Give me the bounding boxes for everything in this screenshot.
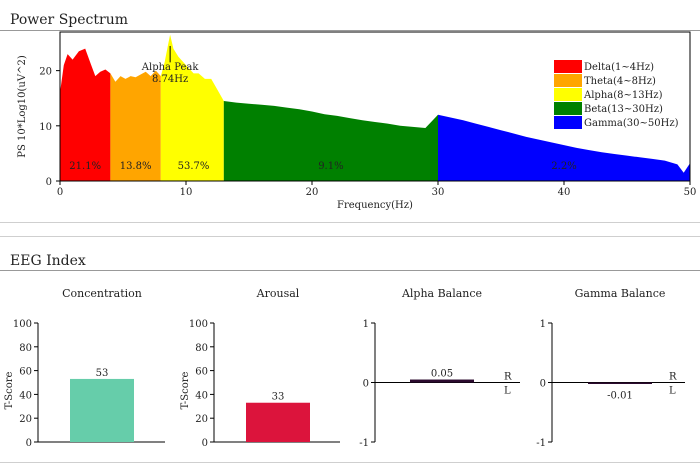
band-area-1 — [110, 70, 161, 181]
index-value-label: 53 — [96, 368, 109, 379]
alpha-balance-chart: Alpha Balance -1 0 1 0.05 RL — [359, 287, 520, 449]
index-title: Alpha Balance — [401, 287, 482, 300]
index-y-tick-label: 0 — [202, 438, 208, 449]
spectrum-band-fills — [60, 34, 690, 181]
x-tick-label: 30 — [432, 187, 445, 198]
index-y-tick-label: 80 — [195, 343, 208, 354]
index-y-tick-label: 40 — [19, 390, 32, 401]
band-percent: 9.1% — [318, 161, 343, 172]
y-tick-label: 0 — [46, 177, 52, 188]
legend-swatch — [554, 116, 582, 129]
legend-label: Gamma(30~50Hz) — [584, 118, 679, 129]
band-area-4 — [438, 114, 690, 181]
x-tick-label: 20 — [306, 187, 319, 198]
band-percent: 53.7% — [178, 161, 210, 172]
index-title: Gamma Balance — [575, 287, 666, 300]
index-y-tick-label: 0 — [26, 438, 32, 449]
y-tick-label: 10 — [39, 122, 52, 133]
index-title: Arousal — [256, 287, 300, 300]
index-value-label: 33 — [272, 392, 285, 403]
x-tick-label: 0 — [57, 187, 63, 198]
side-label-right: R — [669, 372, 677, 383]
legend-swatch — [554, 102, 582, 115]
index-y-tick-label: -1 — [359, 438, 369, 449]
concentration-chart: Concentration 0 20 40 60 80 100 T-Score 53 — [4, 287, 165, 449]
index-y-tick-label: 1 — [363, 319, 369, 330]
index-value-label: 0.05 — [431, 369, 453, 380]
index-y-tick-label: 100 — [13, 319, 32, 330]
index-y-tick-label: 60 — [19, 367, 32, 378]
index-y-tick-label: 20 — [195, 414, 208, 425]
index-y-tick-label: 60 — [195, 367, 208, 378]
legend-label: Delta(1~4Hz) — [584, 62, 654, 73]
band-area-2 — [160, 34, 224, 181]
side-label-left: L — [669, 386, 676, 397]
arousal-chart: Arousal 0 20 40 60 80 100 T-Score 33 — [180, 287, 340, 449]
band-percent: 2.2% — [551, 161, 576, 172]
index-bar — [246, 402, 310, 442]
index-y-tick-label: -1 — [536, 438, 546, 449]
band-legend: Delta(1~4Hz) Theta(4~8Hz) Alpha(8~13Hz) Bet… — [554, 60, 679, 129]
spectrum-ticks: 0 10 20 30 40 50 0 10 20 — [39, 67, 696, 198]
section-divider — [0, 222, 700, 223]
alpha-peak-frequency: 8.74Hz — [152, 74, 188, 85]
section-divider-2 — [0, 236, 700, 237]
index-y-tick-label: 40 — [195, 390, 208, 401]
legend-swatch — [554, 88, 582, 101]
spectrum-y-axis-label: PS 10*Log10(uV^2) — [17, 55, 28, 158]
legend-label: Alpha(8~13Hz) — [583, 90, 663, 101]
legend-label: Theta(4~8Hz) — [584, 76, 656, 87]
index-y-axis-label: T-Score — [180, 371, 191, 409]
side-label-left: L — [504, 386, 511, 397]
power-spectrum-title-rule — [0, 30, 700, 31]
spectrum-plot-frame — [59, 31, 691, 182]
spectrum-axes — [59, 31, 691, 182]
index-title: Concentration — [62, 287, 142, 300]
band-percent-labels: 21.1% 13.8% 53.7% 9.1% 2.2% — [69, 161, 576, 172]
index-y-axis-label: T-Score — [4, 371, 15, 409]
power-spectrum-chart: 0 10 20 30 40 50 0 10 20 21.1% 13.8% 53.7% 9.1% 2.2%… — [17, 31, 696, 211]
index-y-tick-label: 0 — [540, 379, 546, 390]
power-spectrum-section-title: Power Spectrum — [10, 12, 128, 28]
spectrum-x-axis-label: Frequency(Hz) — [337, 200, 413, 211]
bottom-rule — [0, 462, 700, 463]
x-tick-label: 10 — [180, 187, 193, 198]
band-percent: 21.1% — [69, 161, 101, 172]
legend-swatch — [554, 60, 582, 73]
eeg-index-title-rule — [0, 270, 700, 271]
index-y-tick-label: 100 — [189, 319, 208, 330]
x-tick-label: 50 — [684, 187, 697, 198]
gamma-balance-chart: Gamma Balance -1 0 1 -0.01 RL — [536, 287, 685, 449]
side-label-right: R — [504, 372, 512, 383]
index-bar — [70, 378, 134, 442]
index-bar — [410, 379, 474, 383]
index-y-tick-label: 1 — [540, 319, 546, 330]
band-percent: 13.8% — [120, 161, 152, 172]
x-tick-label: 40 — [558, 187, 571, 198]
band-area-0 — [60, 48, 111, 181]
legend-swatch — [554, 74, 582, 87]
eeg-index-section-title: EEG Index — [10, 253, 86, 269]
index-y-tick-label: 0 — [363, 379, 369, 390]
legend-label: Beta(13~30Hz) — [584, 104, 663, 115]
index-bar — [588, 382, 652, 384]
y-tick-label: 20 — [39, 67, 52, 78]
index-y-tick-label: 20 — [19, 414, 32, 425]
index-y-tick-label: 80 — [19, 343, 32, 354]
alpha-peak-label: Alpha Peak — [141, 62, 200, 73]
index-value-label: -0.01 — [607, 391, 633, 402]
band-area-3 — [223, 101, 438, 181]
